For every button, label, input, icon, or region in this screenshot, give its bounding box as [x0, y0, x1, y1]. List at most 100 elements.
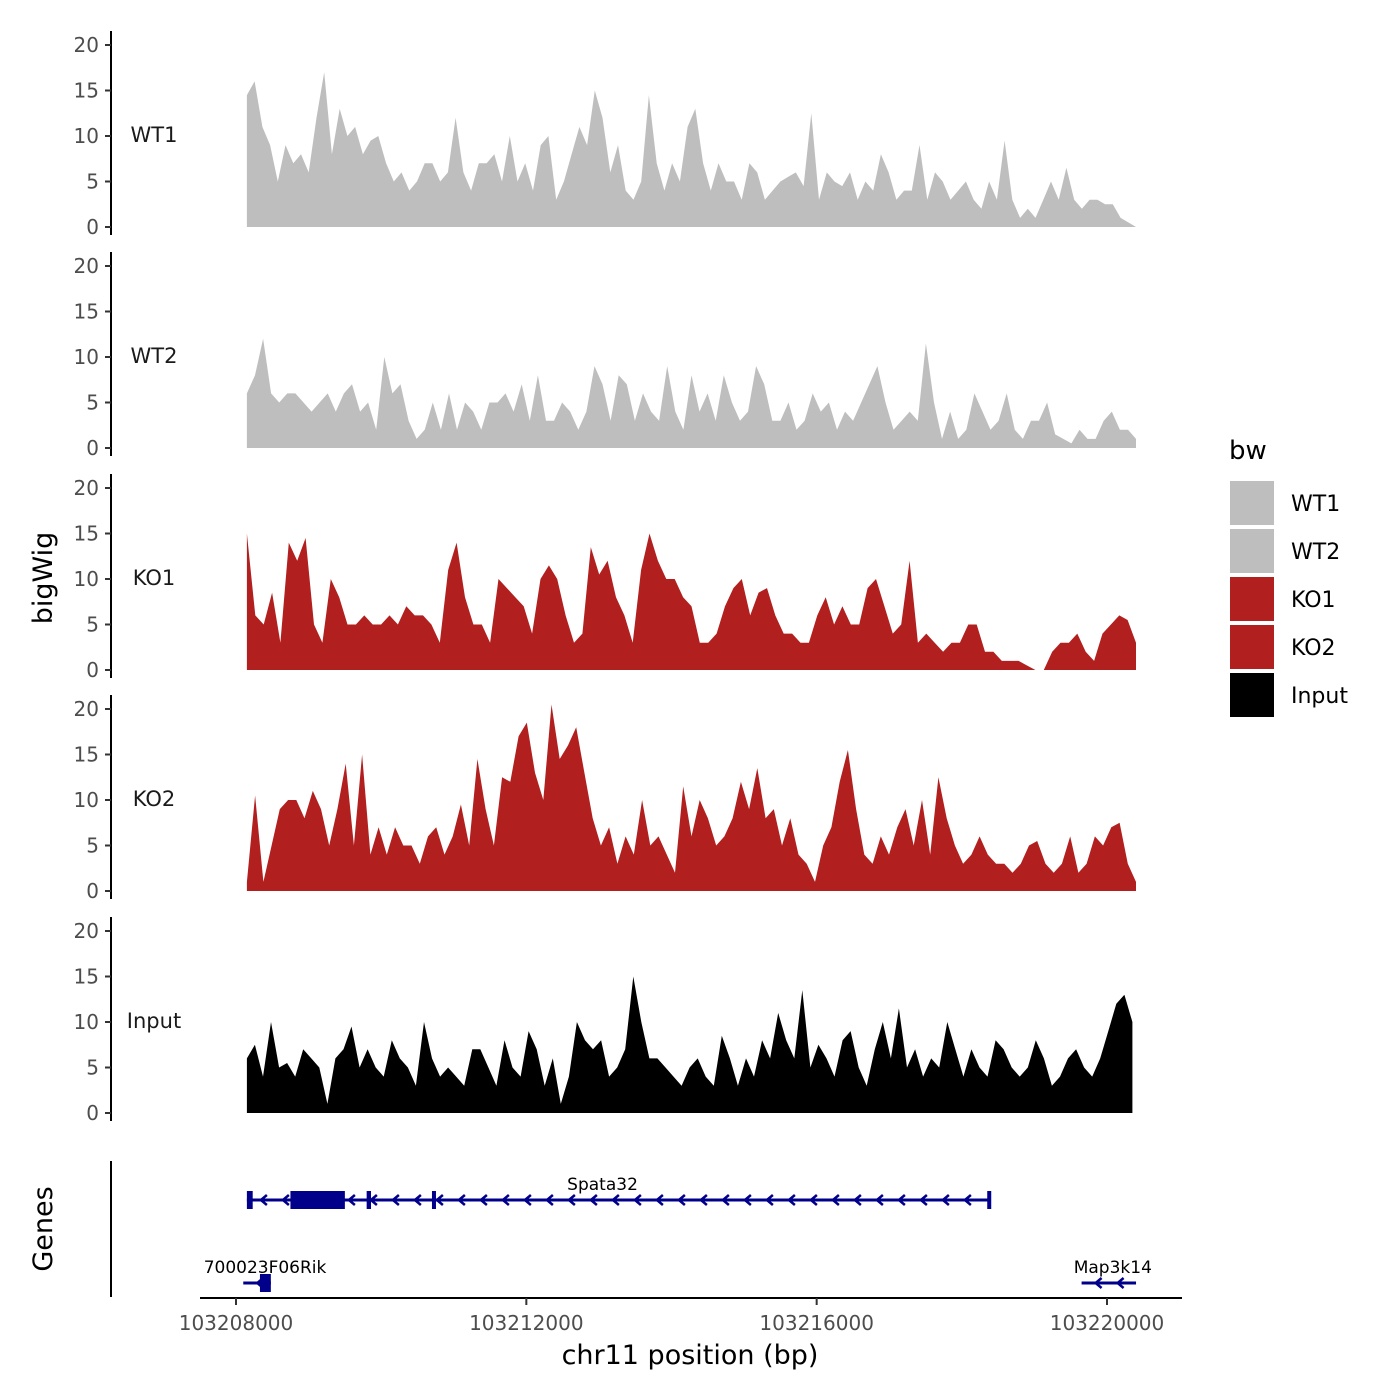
- y-tick-label: 15: [74, 522, 99, 546]
- y-tick-label: 15: [74, 743, 99, 767]
- gene-exon: [366, 1191, 372, 1209]
- gene-map3k14: Map3k14: [1074, 1258, 1152, 1289]
- genes-panel: Spata32 700023F06Rik Map3k14: [110, 1161, 1152, 1297]
- strand-arrow: [456, 1194, 466, 1206]
- genes-axis-title: Genes: [28, 1186, 59, 1271]
- legend-swatch-wt2: [1230, 529, 1274, 573]
- y-tick-label: 20: [74, 919, 99, 943]
- legend-swatch-ko2: [1230, 625, 1274, 669]
- track-label-ko1: KO1: [133, 566, 176, 590]
- y-tick-label: 5: [86, 170, 99, 194]
- y-tick-label: 10: [74, 345, 99, 369]
- strand-arrow: [522, 1194, 532, 1206]
- legend-swatch-input: [1230, 673, 1274, 717]
- x-axis-title: chr11 position (bp): [562, 1340, 819, 1371]
- strand-arrow: [1115, 1277, 1125, 1289]
- strand-arrow: [808, 1194, 818, 1206]
- y-tick-label: 15: [74, 300, 99, 324]
- y-tick-label: 0: [86, 436, 99, 460]
- area-input: [246, 976, 1133, 1113]
- y-tick-label: 10: [74, 1010, 99, 1034]
- gene-exon: [987, 1191, 992, 1209]
- strand-arrow: [632, 1194, 642, 1206]
- strand-arrow: [654, 1194, 664, 1206]
- gene-spata32: Spata32: [246, 1175, 992, 1209]
- y-tick-label: 0: [86, 1101, 99, 1125]
- strand-arrow: [1093, 1277, 1103, 1289]
- track-label-input: Input: [127, 1009, 181, 1033]
- y-tick-label: 20: [74, 33, 99, 57]
- strand-arrow: [346, 1194, 356, 1206]
- legend: bw WT1 WT2 KO1 KO2 Input: [1229, 436, 1348, 717]
- strand-arrow: [742, 1194, 752, 1206]
- gene-coding-block: [259, 1274, 271, 1292]
- y-tick-label: 0: [86, 215, 99, 239]
- legend-swatch-ko1: [1230, 577, 1274, 621]
- x-tick-label: 103212000: [469, 1311, 584, 1335]
- strand-arrow: [896, 1194, 906, 1206]
- strand-arrow: [874, 1194, 884, 1206]
- gene-label: Spata32: [567, 1175, 638, 1195]
- y-tick-label: 15: [74, 965, 99, 989]
- bigwig-tracks: 0 5 10 15 20 WT1 0 5 10 15 20 WT2 0 5 10 15 20 KO1 0 5 10 15 2…: [74, 31, 1136, 1125]
- strand-arrow: [698, 1194, 708, 1206]
- area-ko1: [246, 533, 1136, 670]
- legend-label-ko1: KO1: [1291, 588, 1336, 613]
- gene-coding-block: [290, 1191, 345, 1209]
- y-tick-label: 5: [86, 613, 99, 637]
- gene-label: Map3k14: [1074, 1258, 1152, 1278]
- x-tick-label: 103220000: [1050, 1311, 1165, 1335]
- strand-arrow: [676, 1194, 686, 1206]
- y-tick-label: 5: [86, 1056, 99, 1080]
- track-label-ko2: KO2: [133, 787, 176, 811]
- track-label-wt2: WT2: [131, 344, 178, 368]
- strand-arrow: [830, 1194, 840, 1206]
- strand-arrow: [786, 1194, 796, 1206]
- y-tick-label: 10: [74, 124, 99, 148]
- y-tick-label: 20: [74, 476, 99, 500]
- legend-label-ko2: KO2: [1291, 636, 1336, 661]
- strand-arrow: [258, 1194, 268, 1206]
- strand-arrow: [940, 1194, 950, 1206]
- legend-label-input: Input: [1291, 684, 1348, 709]
- legend-label-wt2: WT2: [1291, 540, 1340, 565]
- track-ko1: 0 5 10 15 20 KO1: [74, 474, 1136, 682]
- strand-arrow: [434, 1194, 444, 1206]
- strand-arrow: [566, 1194, 576, 1206]
- strand-arrow: [588, 1194, 598, 1206]
- gene-4930423f06rik: 700023F06Rik: [204, 1258, 327, 1292]
- y-axis-title: bigWig: [28, 532, 59, 625]
- legend-label-wt1: WT1: [1291, 492, 1340, 517]
- y-tick-label: 0: [86, 879, 99, 903]
- y-tick-label: 20: [74, 697, 99, 721]
- track-ko2: 0 5 10 15 20 KO2: [74, 695, 1136, 903]
- y-tick-label: 5: [86, 834, 99, 858]
- track-input: 0 5 10 15 20 Input: [74, 917, 1133, 1125]
- strand-arrow: [720, 1194, 730, 1206]
- track-label-wt1: WT1: [131, 123, 178, 147]
- strand-arrow: [962, 1194, 972, 1206]
- gene-exon: [431, 1191, 436, 1209]
- strand-arrow: [544, 1194, 554, 1206]
- strand-arrow: [764, 1194, 774, 1206]
- y-tick-label: 10: [74, 567, 99, 591]
- strand-arrow: [280, 1194, 290, 1206]
- strand-arrow: [478, 1194, 488, 1206]
- x-tick-label: 103216000: [759, 1311, 874, 1335]
- x-axis: 103208000 103212000 103216000 103220000: [179, 1297, 1182, 1335]
- area-wt2: [246, 338, 1136, 448]
- y-tick-label: 5: [86, 391, 99, 415]
- legend-title: bw: [1229, 436, 1267, 466]
- strand-arrow: [412, 1194, 422, 1206]
- gene-exon: [246, 1191, 253, 1209]
- strand-arrow: [500, 1194, 510, 1206]
- area-ko2: [246, 704, 1136, 891]
- y-tick-label: 10: [74, 788, 99, 812]
- gene-label: 700023F06Rik: [204, 1258, 327, 1278]
- legend-swatch-wt1: [1230, 481, 1274, 525]
- strand-arrow: [610, 1194, 620, 1206]
- track-wt1: 0 5 10 15 20 WT1: [74, 31, 1136, 239]
- area-wt1: [246, 72, 1136, 227]
- x-tick-label: 103208000: [179, 1311, 294, 1335]
